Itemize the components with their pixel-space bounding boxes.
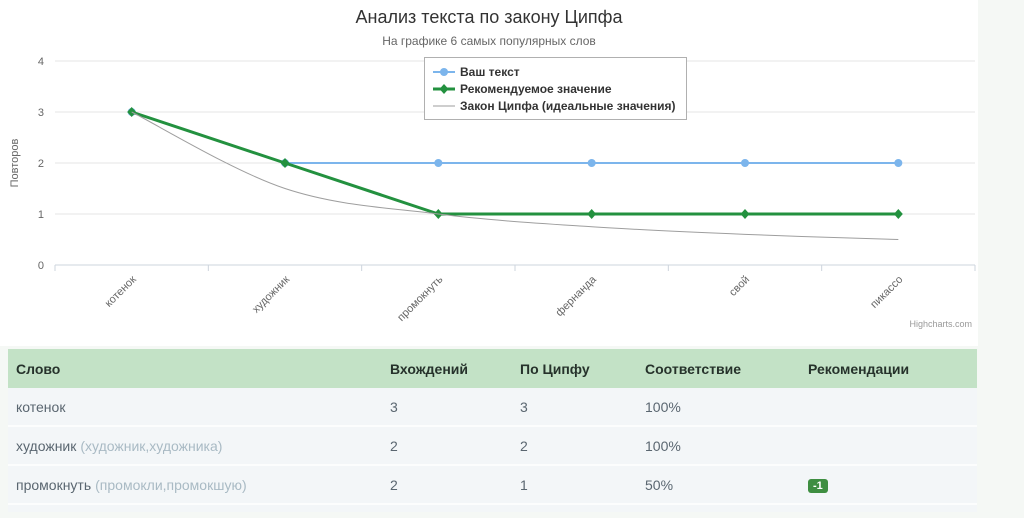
data-point-marker [893, 209, 903, 219]
data-point-marker [741, 159, 749, 167]
word-forms-text: (художник,художника) [80, 437, 223, 454]
x-axis-label: свой [727, 274, 752, 299]
occurrences-cell: 3 [390, 398, 398, 415]
word-cell: котенок [8, 399, 390, 415]
data-point-marker [740, 209, 750, 219]
word-text: промокнуть [16, 476, 92, 493]
series-line [131, 110, 899, 216]
data-point-marker [434, 159, 443, 167]
recommendation-cell: -1 [808, 476, 977, 493]
column-header-occurrences: Вхождений [390, 360, 468, 377]
column-header-word: Слово [16, 360, 61, 377]
svg-text:0: 0 [38, 260, 44, 272]
word-forms-text: (промокли,промокшую) [95, 476, 247, 493]
word-analysis-table: Слово Вхождений По Ципфу Соответствие Ре… [8, 349, 977, 512]
gray-line-marker-icon [433, 105, 455, 106]
chart-title: Анализ текста по закону Ципфа [355, 7, 623, 27]
legend-label: Закон Ципфа (идеальные значения) [460, 98, 676, 113]
x-axis: котенок художник промокнуть фернанда свой пик… [54, 264, 976, 324]
word-cell: промокнуть (промокли,промокшую) [8, 477, 390, 493]
legend-label: Ваш текст [460, 64, 520, 79]
x-axis-label: промокнуть [395, 273, 445, 323]
x-axis-label: художник [250, 274, 292, 316]
chart-legend: Ваш текст Рекомендуемое значение Закон Ц… [424, 57, 687, 120]
highcharts-credit-link[interactable]: Highcharts.com [909, 319, 972, 329]
word-text: художник [16, 437, 77, 454]
series-line [131, 111, 899, 240]
chart-subtitle: На графике 6 самых популярных слов [382, 34, 596, 48]
zipf-cell: 1 [520, 476, 528, 493]
legend-item-recommended[interactable]: Рекомендуемое значение [433, 80, 676, 97]
data-point-marker [587, 209, 597, 219]
column-header-recommendations: Рекомендации [808, 360, 910, 377]
y-axis-title: Повторов [9, 138, 21, 187]
x-axis-label: котенок [103, 274, 139, 310]
table-row-partial [8, 505, 977, 512]
data-point-marker [280, 158, 290, 168]
svg-text:4: 4 [38, 56, 44, 68]
table-row: котенок 3 3 100% [8, 388, 977, 427]
legend-item-your-text[interactable]: Ваш текст [433, 63, 676, 80]
table-header-row: Слово Вхождений По Ципфу Соответствие Ре… [8, 349, 977, 388]
match-cell: 50% [645, 476, 674, 493]
table-row: промокнуть (промокли,промокшую) 2 1 50% -… [8, 466, 977, 505]
green-diamond-marker-icon [433, 83, 455, 94]
column-header-zipf: По Ципфу [520, 360, 590, 377]
x-axis-label: пикассо [868, 274, 905, 311]
occurrences-cell: 2 [390, 437, 398, 454]
match-cell: 100% [645, 398, 681, 415]
chart-card: 0 1 2 3 4 Повторов котенок художник промокнуть фе… [9, 7, 976, 329]
svg-text:1: 1 [38, 209, 44, 221]
svg-text:3: 3 [38, 107, 44, 119]
legend-item-zipf-law[interactable]: Закон Ципфа (идеальные значения) [433, 97, 676, 114]
series-2 [131, 111, 899, 240]
zipf-cell: 2 [520, 437, 528, 454]
legend-label: Рекомендуемое значение [460, 81, 612, 96]
data-point-marker [894, 159, 903, 167]
match-cell: 100% [645, 437, 681, 454]
x-axis-label: фернанда [553, 273, 599, 319]
column-header-match: Соответствие [645, 360, 742, 377]
svg-text:2: 2 [38, 158, 44, 170]
word-text: котенок [16, 398, 66, 415]
zipf-cell: 3 [520, 398, 528, 415]
zipf-line-chart: 0 1 2 3 4 Повторов котенок художник промокнуть фе… [9, 56, 976, 324]
occurrences-cell: 2 [390, 476, 398, 493]
recommendation-badge: -1 [808, 479, 828, 493]
word-cell: художник (художник,художника) [8, 438, 390, 454]
data-point-marker [587, 159, 596, 167]
blue-circle-marker-icon [433, 67, 455, 76]
table-row: художник (художник,художника) 2 2 100% [8, 427, 977, 466]
